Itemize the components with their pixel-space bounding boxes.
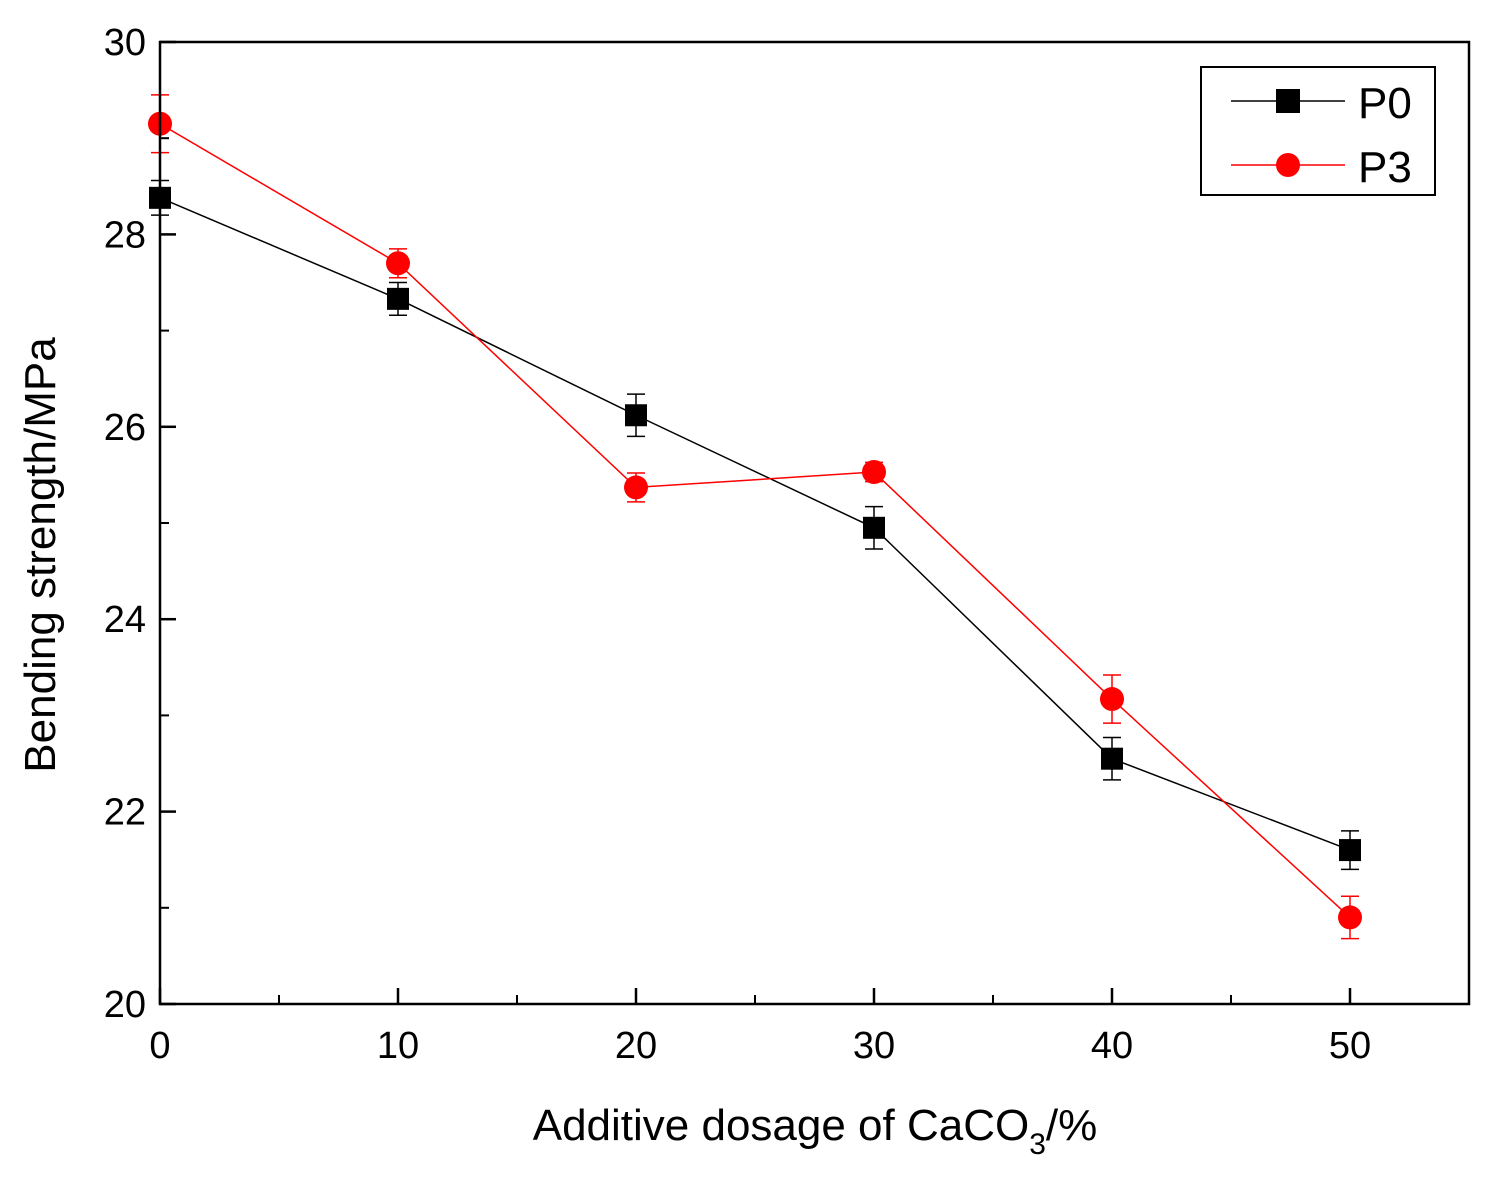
series-p0	[149, 179, 1361, 871]
data-point-p0	[1339, 839, 1361, 862]
series-layer	[148, 94, 1362, 940]
y-tick-label: 22	[104, 792, 146, 834]
x-tick-label: 40	[1091, 1025, 1133, 1067]
legend-label-p0: P0	[1358, 79, 1412, 128]
x-axis-title-subscript: 3	[1029, 1128, 1046, 1161]
x-axis-title-main: Additive dosage of CaCO	[533, 1101, 1030, 1150]
x-axis-title: Additive dosage of CaCO3/%	[533, 1101, 1098, 1161]
x-tick-label: 50	[1329, 1025, 1371, 1067]
tick-labels-layer: 0 10 20 30 40 50 20 22 24 26 28 30	[104, 22, 1371, 1067]
series-p3	[148, 94, 1362, 940]
series-line-p3	[159, 123, 1351, 918]
legend-label-p3: P3	[1358, 143, 1412, 192]
ticks-layer	[158, 40, 1352, 1006]
data-point-p3	[862, 460, 886, 485]
x-tick-label: 30	[853, 1025, 895, 1067]
data-point-p3	[1338, 905, 1362, 930]
data-point-p0	[625, 404, 647, 427]
y-tick-label: 24	[104, 599, 146, 641]
legend-box	[1200, 66, 1436, 196]
y-tick-label: 28	[104, 214, 146, 256]
data-point-p0	[387, 287, 409, 310]
series-line-p0	[159, 197, 1351, 851]
x-tick-label: 0	[149, 1025, 170, 1067]
y-tick-label: 26	[104, 407, 146, 449]
data-point-p0	[863, 516, 885, 539]
data-point-p3	[1100, 687, 1124, 712]
x-axis-title-tail: /%	[1046, 1101, 1097, 1150]
data-point-p3	[624, 475, 648, 500]
data-point-p0	[1101, 747, 1123, 770]
y-tick-label: 20	[104, 984, 146, 1026]
x-tick-label: 10	[377, 1025, 419, 1067]
legend: P0 P3	[1200, 66, 1436, 196]
data-point-p3	[386, 251, 410, 276]
y-axis-title: Bending strength/MPa	[16, 337, 65, 773]
legend-marker-p0	[1276, 89, 1300, 113]
y-tick-label: 30	[104, 22, 146, 64]
legend-marker-p3	[1276, 153, 1300, 177]
x-tick-label: 20	[615, 1025, 657, 1067]
